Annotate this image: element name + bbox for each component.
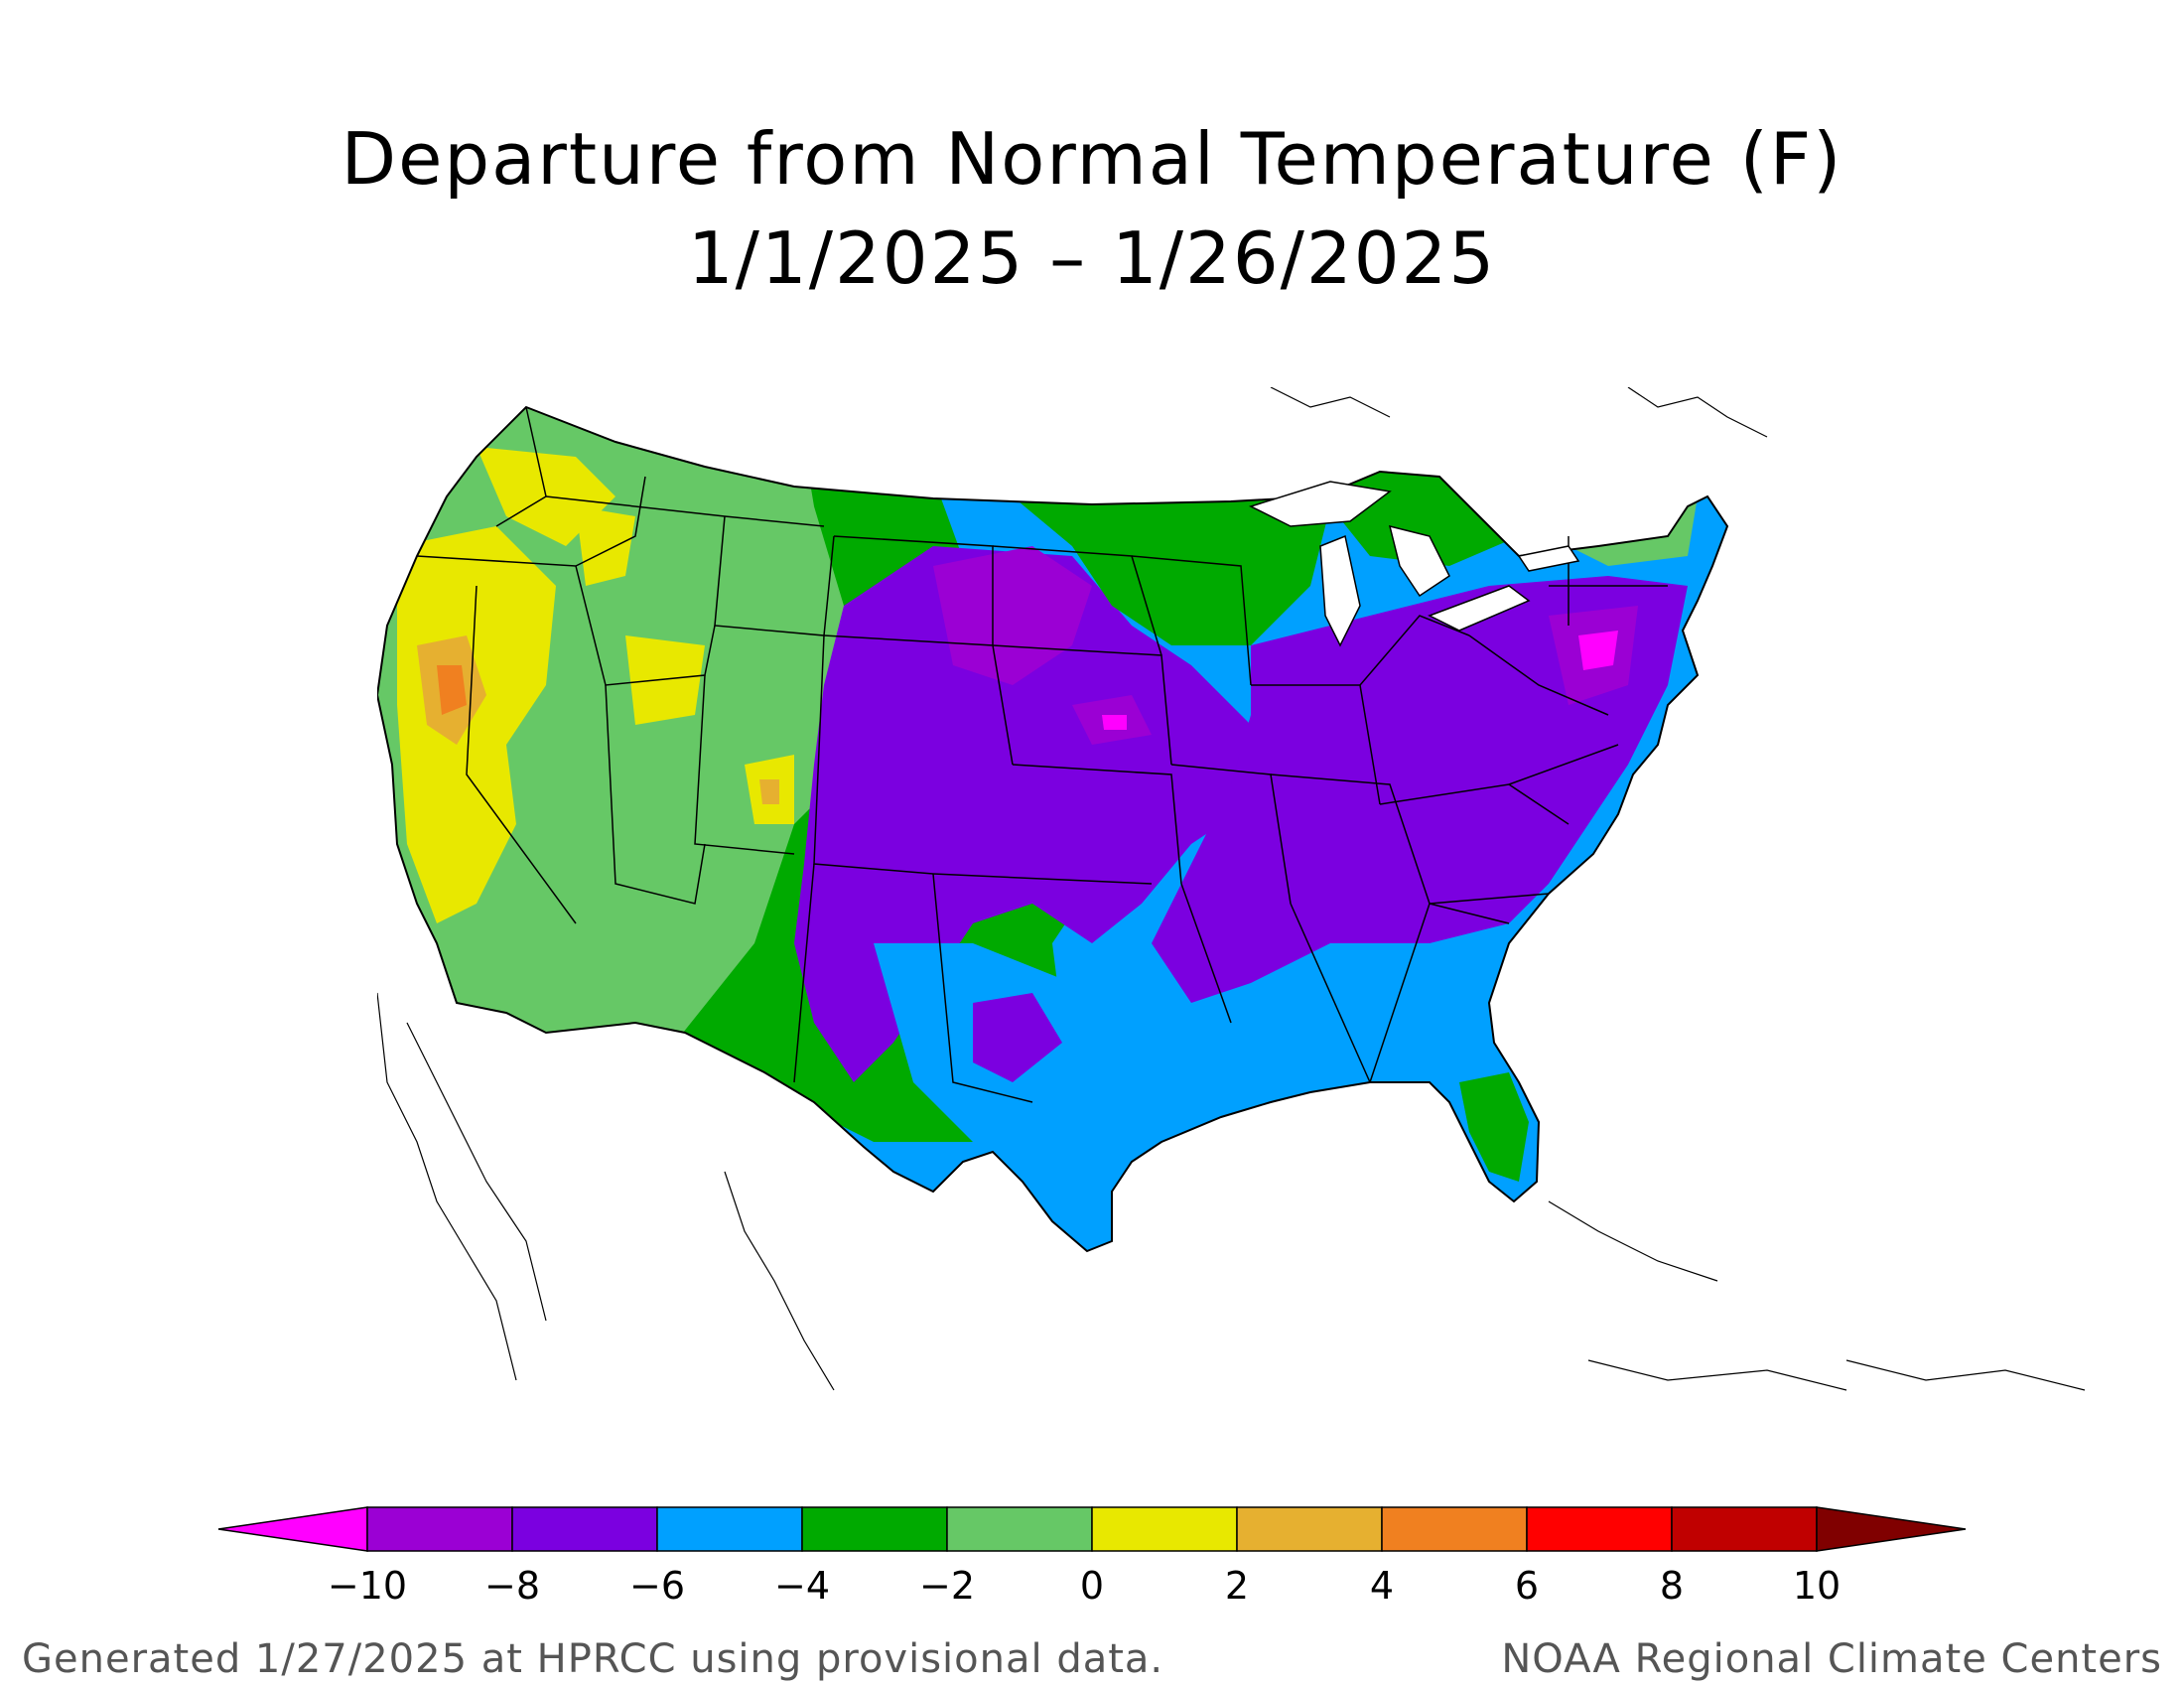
colorbar-tick-label: 4 bbox=[1370, 1564, 1394, 1608]
state-boundaries bbox=[377, 406, 1728, 1252]
colorbar-segment bbox=[1671, 1506, 1818, 1552]
colorbar-segment bbox=[217, 1506, 368, 1552]
colorbar-segment bbox=[946, 1506, 1093, 1552]
map-date-range: 1/1/2025 – 1/26/2025 bbox=[687, 216, 1497, 300]
colorbar-segment bbox=[1526, 1506, 1673, 1552]
colorbar-segment bbox=[1091, 1506, 1238, 1552]
colorbar-segments bbox=[217, 1506, 1967, 1552]
colorbar-tick-label: 10 bbox=[1793, 1564, 1841, 1608]
colorbar-tick-label: 0 bbox=[1080, 1564, 1104, 1608]
colorbar-tick-label: −2 bbox=[919, 1564, 975, 1608]
colorbar-segment bbox=[511, 1506, 658, 1552]
temperature-departure-map bbox=[377, 387, 2086, 1391]
great-lakes bbox=[1249, 481, 1580, 647]
colorbar-segment bbox=[656, 1506, 803, 1552]
colorbar-tick-label: 2 bbox=[1225, 1564, 1249, 1608]
temperature-colorbar: −10 −8 −6 −4 −2 0 2 4 6 8 10 bbox=[217, 1506, 1967, 1608]
credit-text: NOAA Regional Climate Centers bbox=[1501, 1636, 2162, 1682]
colorbar-tick-labels: −10 −8 −6 −4 −2 0 2 4 6 8 10 bbox=[328, 1564, 1841, 1608]
colorbar-tick-label: −6 bbox=[629, 1564, 685, 1608]
map-title: Departure from Normal Temperature (F) bbox=[341, 117, 1843, 201]
colorbar-tick-label: −8 bbox=[484, 1564, 540, 1608]
colorbar-tick-label: −10 bbox=[328, 1564, 407, 1608]
colorbar-tick-label: 6 bbox=[1515, 1564, 1539, 1608]
generation-note: Generated 1/27/2025 at HPRCC using provi… bbox=[22, 1636, 1164, 1682]
departure-shading bbox=[377, 407, 1727, 1251]
neighboring-coastlines bbox=[377, 387, 2086, 1391]
colorbar-tick-label: 8 bbox=[1660, 1564, 1684, 1608]
colorbar-segment bbox=[1381, 1506, 1528, 1552]
colorbar-segment bbox=[1816, 1506, 1967, 1552]
colorbar-segment bbox=[1236, 1506, 1383, 1552]
colorbar-segment bbox=[366, 1506, 513, 1552]
colorbar-tick-label: −4 bbox=[774, 1564, 830, 1608]
colorbar-segment bbox=[801, 1506, 948, 1552]
